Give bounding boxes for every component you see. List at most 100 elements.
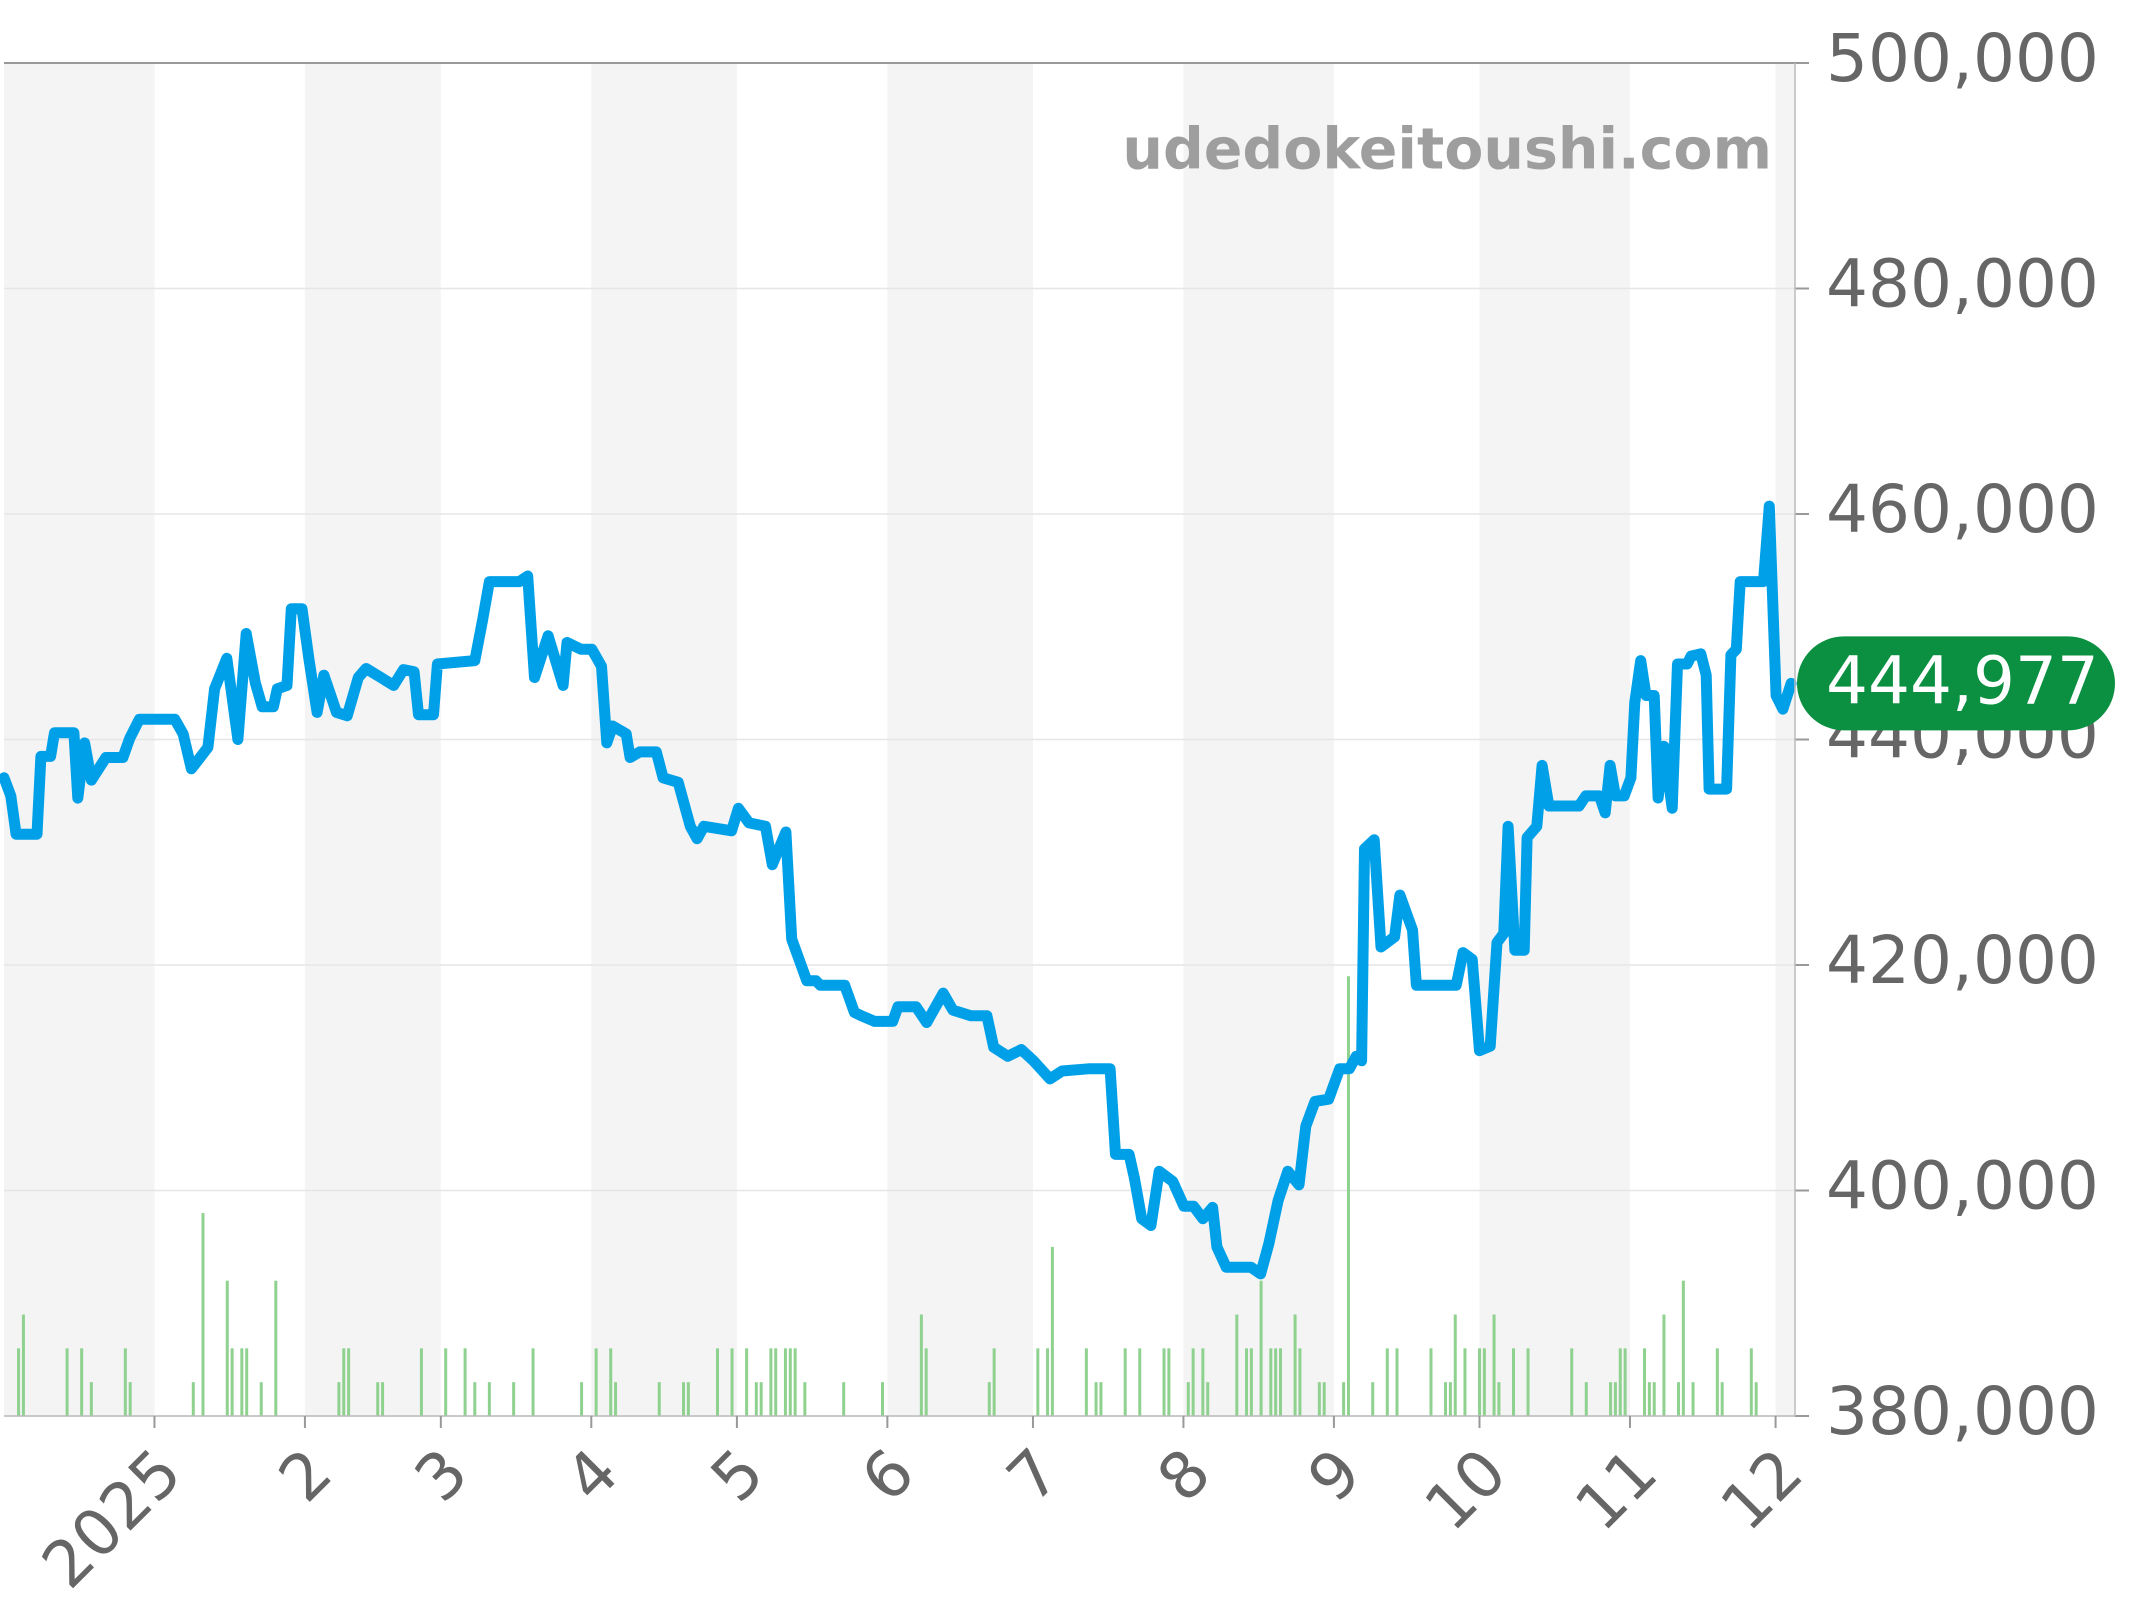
current-price-label: 444,977 (1826, 642, 2099, 719)
volume-bar (512, 1382, 516, 1416)
volume-bar (1677, 1382, 1681, 1416)
volume-bar (759, 1382, 763, 1416)
volume-bar (774, 1348, 778, 1416)
volume-bar (1274, 1348, 1278, 1416)
volume-bar (1036, 1348, 1040, 1416)
volume-bar (419, 1348, 423, 1416)
volume-bar (1492, 1314, 1496, 1416)
volume-bar (881, 1382, 885, 1416)
volume-bar (1342, 1382, 1346, 1416)
volume-bar (1094, 1382, 1098, 1416)
volume-bar (1584, 1382, 1588, 1416)
volume-bar (1526, 1348, 1530, 1416)
y-tick-label: 500,000 (1826, 20, 2099, 97)
volume-bar (65, 1348, 69, 1416)
volume-bar (1652, 1382, 1656, 1416)
volume-bar (1385, 1348, 1389, 1416)
volume-bar (1609, 1382, 1613, 1416)
volume-bar (487, 1382, 491, 1416)
x-tick-label: 11 (1562, 1435, 1672, 1545)
y-tick-label: 380,000 (1826, 1373, 2099, 1450)
x-tick-label: 2 (266, 1435, 347, 1516)
volume-bar (259, 1382, 263, 1416)
volume-bar (1395, 1348, 1399, 1416)
volume-bar (1293, 1314, 1297, 1416)
volume-bar (531, 1348, 535, 1416)
volume-bar (89, 1382, 93, 1416)
volume-bar (1754, 1382, 1758, 1416)
volume-bar (1279, 1348, 1283, 1416)
volume-bar (657, 1382, 661, 1416)
volume-bar (803, 1382, 807, 1416)
volume-bar (1123, 1348, 1127, 1416)
volume-bar (191, 1382, 195, 1416)
volume-bar (17, 1348, 21, 1416)
x-tick-label: 3 (401, 1435, 482, 1516)
volume-bar (1186, 1382, 1190, 1416)
volume-bar (1511, 1348, 1515, 1416)
volume-bar (123, 1348, 127, 1416)
volume-bar (1463, 1348, 1467, 1416)
y-tick-label: 460,000 (1826, 471, 2099, 548)
volume-bar (1245, 1348, 1249, 1416)
volume-bar (225, 1280, 229, 1416)
volume-bar (614, 1382, 618, 1416)
y-tick-label: 480,000 (1826, 246, 2099, 323)
volume-bar (1478, 1348, 1482, 1416)
volume-bar (1720, 1382, 1724, 1416)
volume-bar (745, 1348, 749, 1416)
volume-bar (80, 1348, 84, 1416)
price-line (0, 500, 1797, 1280)
x-tick-label: 12 (1707, 1435, 1817, 1545)
volume-bar (1623, 1348, 1627, 1416)
volume-bar (715, 1348, 719, 1416)
x-tick-label: 2025 (29, 1435, 196, 1600)
current-price-badge (1797, 636, 2115, 731)
volume-bar (245, 1348, 249, 1416)
volume-bar (1346, 976, 1350, 1416)
volume-bar (1453, 1314, 1457, 1416)
volume-bar (1570, 1348, 1574, 1416)
volume-bar (1050, 1246, 1054, 1416)
volume-bar (337, 1382, 341, 1416)
volume-bar (1662, 1314, 1666, 1416)
x-tick-label: 4 (552, 1435, 633, 1516)
volume-bar (1613, 1382, 1617, 1416)
volume-bar (1317, 1382, 1321, 1416)
volume-bar (1749, 1348, 1753, 1416)
x-tick-label: 5 (698, 1435, 779, 1516)
volume-bar (1681, 1280, 1685, 1416)
volume-bar (1167, 1348, 1171, 1416)
volume-bar (992, 1348, 996, 1416)
volume-bar (788, 1348, 792, 1416)
x-tick-label: 9 (1295, 1435, 1376, 1516)
volume-bar (1099, 1382, 1103, 1416)
volume-bar (1162, 1348, 1166, 1416)
volume-bar (463, 1348, 467, 1416)
volume-bar (682, 1382, 686, 1416)
volume-bar (842, 1382, 846, 1416)
volume-bar (230, 1348, 234, 1416)
volume-bar (376, 1382, 380, 1416)
volume-bar (1647, 1382, 1651, 1416)
volume-bar (793, 1348, 797, 1416)
volume-bar (201, 1213, 205, 1416)
volume-bar (594, 1348, 598, 1416)
volume-bar (1482, 1348, 1486, 1416)
volume-bar (924, 1348, 928, 1416)
x-tick-label: 7 (994, 1435, 1075, 1516)
watermark: udedokeitoushi.com (1122, 117, 1772, 183)
volume-bar (1371, 1382, 1375, 1416)
x-tick-label: 8 (1144, 1435, 1225, 1516)
volume-bar (1269, 1348, 1273, 1416)
volume-bar (1201, 1348, 1205, 1416)
volume-bar (1046, 1348, 1050, 1416)
volume-bar (274, 1280, 278, 1416)
volume-bar (347, 1348, 351, 1416)
volume-bar (686, 1382, 690, 1416)
volume-bar (1138, 1348, 1142, 1416)
volume-bar (342, 1348, 346, 1416)
volume-bar (473, 1382, 477, 1416)
volume-bar (987, 1382, 991, 1416)
